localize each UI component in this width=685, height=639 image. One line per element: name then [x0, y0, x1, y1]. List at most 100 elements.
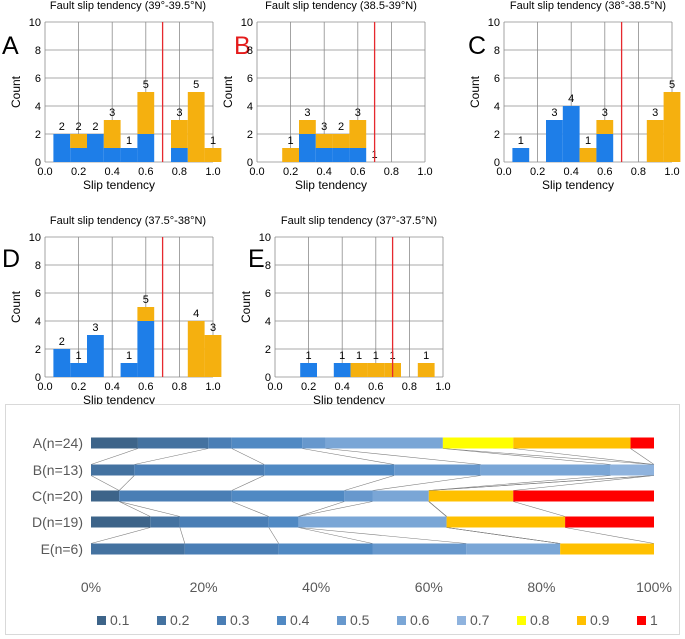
bar-blue	[70, 363, 87, 377]
bar-blue	[315, 148, 333, 162]
series-connector-line	[90, 448, 139, 465]
y-tick-label: 10	[488, 17, 500, 29]
stacked-segment	[298, 516, 447, 528]
bar-orange	[646, 120, 664, 162]
y-axis-label: Count	[9, 75, 23, 108]
y-tick-label: 6	[265, 288, 271, 300]
y-tick-label: 2	[494, 129, 500, 141]
series-connector-line	[513, 448, 655, 465]
bar-orange	[171, 120, 188, 148]
legend-label: 0.2	[170, 612, 190, 628]
x-axis-label: Slip tendency	[295, 178, 367, 192]
percent-tick-label: 40%	[302, 579, 330, 595]
stacked-segment	[264, 464, 395, 476]
legend-label: 0.6	[410, 612, 430, 628]
bar-count-label: 1	[423, 350, 429, 362]
bar-blue	[546, 120, 563, 162]
y-tick-label: 10	[259, 232, 271, 244]
x-tick-label: 0.0	[37, 381, 52, 393]
percent-tick-label: 20%	[190, 579, 218, 595]
chart-title: Fault slip tendency (37.5°-38°N)	[50, 215, 206, 227]
bar-count-label: 1	[126, 135, 132, 147]
x-tick-label: 0.0	[267, 381, 282, 393]
bar-count-label: 2	[338, 121, 344, 133]
y-tick-label: 4	[35, 316, 41, 328]
bar-blue	[171, 148, 188, 162]
x-tick-label: 0.6	[138, 166, 153, 178]
series-connector-line	[298, 527, 373, 544]
y-tick-label: 6	[494, 73, 500, 85]
stacked-segment	[119, 490, 232, 502]
bar-count-label: 1	[306, 350, 312, 362]
category-label: B(n=13)	[33, 462, 83, 478]
bar-count-label: 1	[373, 350, 379, 362]
x-tick-label: 0.4	[564, 166, 579, 178]
stacked-segment	[325, 437, 443, 449]
bar-blue	[87, 134, 104, 162]
bar-orange	[315, 134, 333, 148]
panel-letter: D	[2, 245, 20, 273]
bar-orange	[204, 335, 222, 377]
series-connector-line	[90, 475, 120, 491]
series-connector-line	[565, 527, 655, 544]
bar-orange	[349, 120, 367, 148]
series-connector-line	[231, 475, 265, 491]
x-axis-label: Slip tendency	[542, 178, 614, 192]
panel-letter: C	[468, 32, 486, 60]
stacked-segment	[91, 543, 185, 555]
chart-title: Fault slip tendency (38°-38.5°N)	[510, 0, 666, 12]
stacked-segment	[137, 437, 209, 449]
x-tick-label: 0.4	[105, 166, 120, 178]
legend-swatch	[517, 616, 526, 625]
bar-blue	[332, 148, 350, 162]
histogram-panel-b: B Fault slip tendency (38.5-39°N) 0 2 4 6 8 10 0…	[221, 0, 433, 192]
bar-orange	[204, 148, 222, 162]
bar-blue	[137, 134, 155, 162]
bar-count-label: 2	[76, 121, 82, 133]
x-tick-label: 0.8	[172, 381, 187, 393]
bar-orange	[299, 120, 316, 134]
x-tick-label: 1.0	[664, 166, 679, 178]
bar-blue	[103, 148, 121, 162]
legend-label: 0.5	[350, 612, 370, 628]
category-label: D(n=19)	[32, 514, 83, 530]
bar-blue	[333, 363, 351, 377]
x-tick-label: 0.6	[597, 166, 612, 178]
series-connector-line	[298, 501, 373, 517]
bar-blue	[53, 349, 71, 377]
y-tick-label: 0	[247, 157, 253, 169]
y-tick-label: 8	[247, 45, 253, 57]
chart-title: Fault slip tendency (37°-37.5°N)	[281, 215, 437, 227]
bar-blue	[562, 106, 580, 162]
bar-blue	[596, 134, 614, 162]
percent-tick-label: 0%	[81, 579, 101, 595]
chart-title: Fault slip tendency (38.5-39°N)	[265, 0, 417, 12]
x-tick-label: 1.0	[205, 381, 220, 393]
x-tick-label: 0.6	[138, 381, 153, 393]
legend-swatch	[457, 616, 466, 625]
stacked-segment	[480, 464, 611, 476]
y-tick-label: 0	[35, 157, 41, 169]
stacked-segment	[428, 490, 514, 502]
bar-orange	[187, 321, 205, 377]
y-tick-label: 2	[247, 129, 253, 141]
series-connector-line	[372, 475, 481, 491]
y-tick-label: 10	[241, 17, 253, 29]
bar-blue	[512, 148, 530, 162]
series-connector-line	[442, 448, 611, 465]
stacked-segment	[91, 437, 138, 449]
bar-count-label: 5	[143, 79, 149, 91]
stacked-segment	[150, 516, 180, 528]
bar-orange	[579, 148, 597, 162]
x-axis-label: Slip tendency	[313, 393, 385, 407]
legend-swatch	[577, 616, 586, 625]
bar-orange	[350, 363, 368, 377]
stacked-segment	[231, 490, 345, 502]
bar-orange	[663, 92, 681, 162]
series-connector-line	[119, 501, 151, 517]
x-tick-label: 0.4	[105, 381, 120, 393]
